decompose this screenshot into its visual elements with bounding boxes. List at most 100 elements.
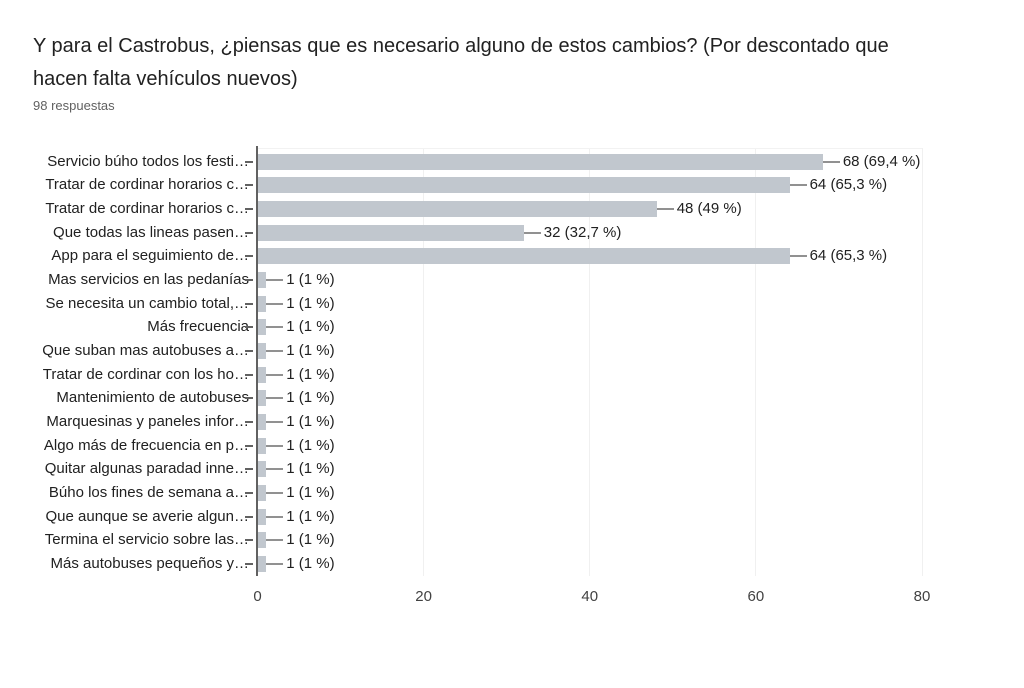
bar bbox=[258, 413, 267, 430]
bar bbox=[258, 248, 790, 265]
leader-line bbox=[266, 515, 284, 518]
bar bbox=[258, 461, 267, 478]
gridline bbox=[589, 148, 591, 576]
value-label: 1 (1 %) bbox=[286, 554, 335, 572]
leader-line bbox=[266, 562, 284, 565]
leader-line bbox=[266, 326, 284, 329]
value-label: 1 (1 %) bbox=[286, 412, 335, 430]
bar bbox=[258, 508, 267, 525]
leader-line bbox=[266, 373, 284, 376]
category-label: Más autobuses pequeños y… bbox=[50, 554, 249, 572]
leader-line bbox=[266, 302, 284, 305]
value-label: 1 (1 %) bbox=[286, 389, 335, 407]
value-label: 1 (1 %) bbox=[286, 294, 335, 312]
leader-line bbox=[266, 279, 284, 282]
category-label: Que suban mas autobuses a… bbox=[42, 342, 249, 360]
x-axis-tick-label: 0 bbox=[253, 588, 262, 605]
y-axis-tick bbox=[245, 420, 253, 423]
bar bbox=[258, 484, 267, 501]
category-label: Tratar de cordinar con los ho… bbox=[42, 365, 249, 383]
value-label: 1 (1 %) bbox=[286, 460, 335, 478]
category-label: Más frecuencia bbox=[147, 318, 249, 336]
y-axis-tick bbox=[245, 279, 253, 282]
question-title-line2: hacen falta vehículos nuevos) bbox=[33, 68, 298, 90]
bar bbox=[258, 177, 790, 194]
value-label: 1 (1 %) bbox=[286, 271, 335, 289]
x-axis-tick-label: 20 bbox=[415, 588, 432, 605]
bar bbox=[258, 437, 267, 454]
category-label: Se necesita un cambio total,… bbox=[45, 294, 249, 312]
category-label: Marquesinas y paneles infor… bbox=[46, 412, 249, 430]
value-label: 1 (1 %) bbox=[286, 342, 335, 360]
y-axis-tick bbox=[245, 184, 253, 187]
bar bbox=[258, 319, 267, 336]
leader-line bbox=[789, 255, 807, 258]
value-label: 1 (1 %) bbox=[286, 483, 335, 501]
gridline bbox=[755, 148, 757, 576]
gridline bbox=[423, 148, 425, 576]
category-label: Termina el servicio sobre las… bbox=[44, 531, 249, 549]
question-title-line1: Y para el Castrobus, ¿piensas que es nec… bbox=[33, 35, 889, 57]
value-label: 64 (65,3 %) bbox=[809, 247, 888, 265]
y-axis-tick bbox=[245, 373, 253, 376]
leader-line bbox=[266, 420, 284, 423]
x-axis-tick-label: 60 bbox=[747, 588, 765, 605]
y-axis-tick bbox=[245, 397, 253, 400]
bar bbox=[258, 366, 267, 383]
bar bbox=[258, 201, 657, 218]
value-label: 1 (1 %) bbox=[286, 531, 335, 549]
bar bbox=[258, 153, 823, 170]
leader-line bbox=[266, 491, 284, 494]
leader-line bbox=[523, 231, 541, 234]
category-label: Búho los fines de semana a… bbox=[48, 483, 249, 501]
leader-line bbox=[266, 444, 284, 447]
bar bbox=[258, 295, 267, 312]
bar bbox=[258, 272, 267, 289]
y-axis-tick bbox=[245, 468, 253, 471]
x-axis-tick-label: 40 bbox=[581, 588, 599, 605]
y-axis-tick bbox=[245, 255, 253, 258]
y-axis-tick bbox=[245, 515, 253, 518]
response-count: 98 respuestas bbox=[33, 98, 115, 113]
category-label: Servicio búho todos los festi… bbox=[47, 152, 249, 170]
leader-line bbox=[822, 160, 840, 163]
leader-line bbox=[266, 397, 284, 400]
value-label: 64 (65,3 %) bbox=[809, 176, 888, 194]
y-axis-tick bbox=[245, 231, 253, 234]
leader-line bbox=[266, 468, 284, 471]
category-label: Que aunque se averie algun… bbox=[45, 507, 249, 525]
y-axis-tick bbox=[245, 444, 253, 447]
y-axis-tick bbox=[245, 208, 253, 211]
y-axis-tick bbox=[245, 302, 253, 305]
gridline bbox=[921, 148, 923, 576]
value-label: 1 (1 %) bbox=[286, 318, 335, 336]
y-axis-tick bbox=[245, 160, 253, 163]
category-label: Mantenimiento de autobuses bbox=[56, 389, 249, 407]
y-axis-tick bbox=[245, 491, 253, 494]
bar bbox=[258, 532, 267, 549]
bar bbox=[258, 343, 267, 360]
value-label: 1 (1 %) bbox=[286, 507, 335, 525]
category-label: Quitar algunas paradad inne… bbox=[44, 460, 249, 478]
question-title: Y para el Castrobus, ¿piensas que es nec… bbox=[33, 30, 993, 96]
category-label: Que todas las lineas pasen… bbox=[53, 223, 249, 241]
y-axis-tick bbox=[245, 562, 253, 565]
category-label: Algo más de frecuencia en p… bbox=[43, 436, 249, 454]
leader-line bbox=[789, 184, 807, 187]
bar bbox=[258, 555, 267, 572]
value-label: 68 (69,4 %) bbox=[842, 152, 921, 170]
leader-line bbox=[266, 539, 284, 542]
leader-line bbox=[656, 208, 674, 211]
bar-chart: Servicio búho todos los festi… 68 (69,4 %… bbox=[0, 146, 1024, 630]
value-label: 48 (49 %) bbox=[676, 200, 742, 218]
category-label: App para el seguimiento de… bbox=[51, 247, 249, 265]
plot-top-border bbox=[257, 148, 922, 149]
value-label: 1 (1 %) bbox=[286, 436, 335, 454]
leader-line bbox=[266, 350, 284, 353]
category-label: Tratar de cordinar horarios c… bbox=[45, 200, 249, 218]
x-axis-tick-label: 80 bbox=[913, 588, 931, 605]
value-label: 32 (32,7 %) bbox=[543, 223, 622, 241]
value-label: 1 (1 %) bbox=[286, 365, 335, 383]
category-label: Mas servicios en las pedanías bbox=[48, 271, 249, 289]
